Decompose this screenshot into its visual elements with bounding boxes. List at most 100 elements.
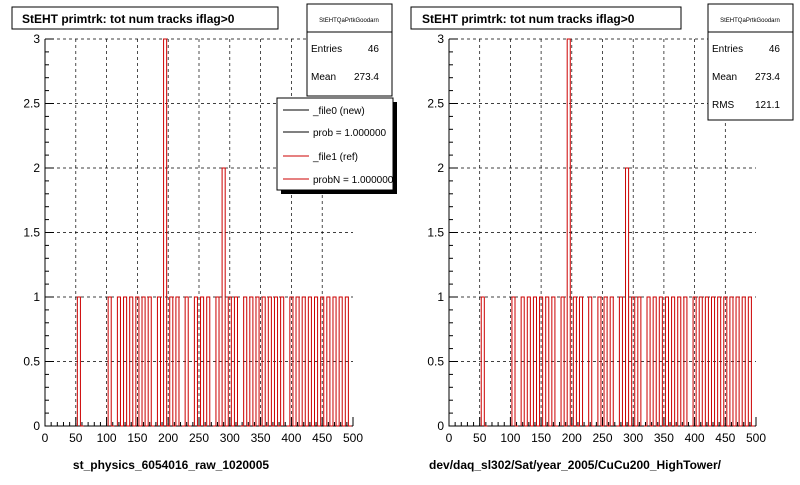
histogram-bars-left bbox=[76, 38, 352, 427]
y-tick-labels-left: 0 0.5 1 1.5 2 2.5 3 bbox=[23, 32, 40, 433]
histogram-bar bbox=[704, 296, 709, 426]
y-tick-label: 3 bbox=[437, 32, 444, 46]
title-box-left bbox=[11, 6, 279, 30]
y-tick-labels-right: 0 0.5 1 1.5 2 2.5 3 bbox=[427, 32, 444, 433]
histogram-bar bbox=[221, 167, 226, 426]
histogram-bar bbox=[267, 296, 272, 426]
histogram-bar bbox=[129, 296, 134, 426]
histogram-bar bbox=[200, 296, 205, 426]
stats-entries-value-right: 46 bbox=[769, 44, 781, 55]
legend-entry: _file0 (new) bbox=[283, 106, 365, 117]
stats-entries-value-left: 46 bbox=[368, 44, 380, 55]
histogram-bar bbox=[625, 167, 630, 426]
ticks-right bbox=[448, 38, 757, 427]
histogram-bar bbox=[520, 296, 525, 426]
histogram-bar bbox=[314, 296, 319, 426]
histogram-bar bbox=[326, 296, 331, 426]
x-tick-label: 100 bbox=[500, 431, 520, 445]
chart-title-left: StEHT primtrk: tot num tracks iflag>0 bbox=[22, 12, 235, 26]
legend-entry: probN = 1.000000 bbox=[283, 175, 394, 186]
histogram-bar bbox=[289, 296, 294, 426]
x-tick-label: 250 bbox=[592, 431, 612, 445]
histogram-bar bbox=[156, 296, 161, 426]
x-tick-label: 200 bbox=[562, 431, 582, 445]
histogram-bar bbox=[255, 296, 260, 426]
legend-label: _file1 (ref) bbox=[312, 152, 358, 163]
grid-left bbox=[45, 38, 353, 426]
histogram-bar bbox=[526, 296, 531, 426]
legend-label: prob = 1.000000 bbox=[313, 128, 387, 139]
histogram-bar bbox=[141, 296, 146, 426]
histogram-bar bbox=[107, 296, 112, 426]
histogram-bar bbox=[671, 296, 676, 426]
histogram-bar bbox=[193, 296, 198, 426]
histogram-bar bbox=[588, 296, 593, 426]
histogram-bar bbox=[692, 296, 697, 426]
histogram-bar bbox=[729, 296, 734, 426]
histogram-bar bbox=[243, 296, 248, 426]
histogram-bar bbox=[735, 296, 740, 426]
histogram-bar bbox=[631, 296, 636, 426]
histogram-bar bbox=[683, 296, 688, 426]
y-tick-label: 0.5 bbox=[23, 355, 40, 369]
legend-entry: _file1 (ref) bbox=[283, 152, 358, 163]
histogram-bar bbox=[747, 296, 752, 426]
y-tick-label: 2 bbox=[33, 161, 40, 175]
x-tick-label: 50 bbox=[69, 431, 83, 445]
y-tick-label: 2.5 bbox=[23, 97, 40, 111]
stats-mean-value-right: 273.4 bbox=[755, 72, 780, 83]
chart-title-right: StEHT primtrk: tot num tracks iflag>0 bbox=[422, 12, 635, 26]
x-axis-label-left: st_physics_6054016_raw_1020005 bbox=[73, 458, 269, 472]
histogram-bar bbox=[147, 296, 152, 426]
x-tick-label: 150 bbox=[531, 431, 551, 445]
x-tick-label: 350 bbox=[654, 431, 674, 445]
histogram-bar bbox=[76, 296, 81, 426]
histogram-bar bbox=[123, 296, 128, 426]
legend-left: _file0 (new) prob = 1.000000 _file1 (ref… bbox=[276, 97, 397, 194]
histogram-bar bbox=[710, 296, 716, 426]
histogram-bar bbox=[646, 296, 651, 426]
y-tick-label: 2 bbox=[437, 161, 444, 175]
histogram-bar bbox=[545, 296, 550, 426]
histogram-bar bbox=[532, 296, 537, 426]
histogram-bar bbox=[664, 296, 670, 426]
stats-name-right: StEHTQaPrtkGoodarn bbox=[720, 18, 780, 24]
histogram-bar bbox=[698, 296, 703, 426]
histogram-bar bbox=[249, 296, 254, 426]
y-tick-label: 3 bbox=[33, 32, 40, 46]
histogram-bar bbox=[227, 296, 232, 426]
x-tick-label: 400 bbox=[685, 431, 705, 445]
x-tick-label: 450 bbox=[715, 431, 735, 445]
histogram-bar bbox=[295, 296, 300, 426]
x-tick-label: 50 bbox=[473, 431, 487, 445]
y-tick-label: 1.5 bbox=[427, 226, 444, 240]
histogram-bar bbox=[597, 296, 602, 426]
stats-entries-label-left: Entries bbox=[311, 44, 342, 55]
ticks-left bbox=[44, 38, 354, 427]
histogram-bar bbox=[741, 296, 746, 426]
x-tick-label: 0 bbox=[42, 431, 49, 445]
histogram-bar bbox=[566, 38, 571, 426]
histogram-bar bbox=[603, 296, 608, 426]
histogram-bar bbox=[307, 296, 312, 426]
x-axis-label-right: dev/daq_sl302/Sat/year_2005/CuCu200_High… bbox=[429, 458, 722, 472]
histogram-bar bbox=[652, 296, 657, 426]
histogram-bar bbox=[116, 296, 121, 426]
y-tick-label: 0.5 bbox=[427, 355, 444, 369]
histogram-bar bbox=[338, 296, 343, 426]
stats-mean-label-right: Mean bbox=[712, 72, 737, 83]
y-tick-label: 0 bbox=[33, 419, 40, 433]
x-tick-label: 250 bbox=[189, 431, 209, 445]
histogram-bar bbox=[261, 296, 266, 426]
histogram-bar bbox=[233, 296, 238, 426]
x-tick-label: 500 bbox=[746, 431, 766, 445]
histogram-bar bbox=[539, 296, 544, 426]
y-tick-label: 1 bbox=[33, 290, 40, 304]
x-tick-label: 150 bbox=[127, 431, 147, 445]
histogram-bar bbox=[511, 296, 516, 426]
y-tick-label: 2.5 bbox=[427, 97, 444, 111]
stats-box-left: StEHTQaPrtkGoodarn Entries 46 Mean 273.4 bbox=[306, 3, 393, 97]
histogram-bar bbox=[215, 296, 220, 426]
title-box-right bbox=[410, 6, 682, 30]
histogram-bar bbox=[175, 296, 180, 426]
